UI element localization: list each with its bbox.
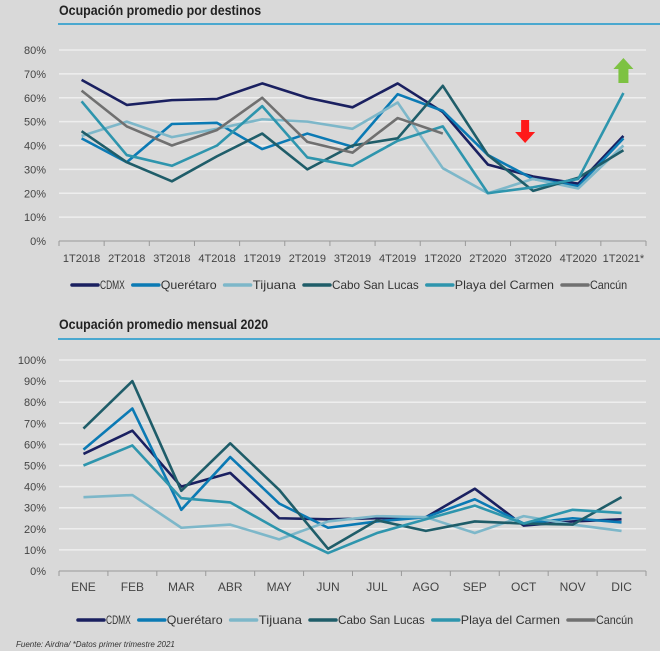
x-tick-label: FEB [121, 580, 144, 594]
x-tick-label: 4T2020 [560, 253, 597, 265]
title-rule [58, 338, 660, 340]
x-tick-label: OCT [511, 580, 537, 594]
legend-label: Querétaro [167, 613, 223, 627]
series-line-playa-del-carmen [82, 444, 622, 555]
x-tick-label: DIC [611, 580, 632, 594]
legend-label: Playa del Carmen [461, 613, 560, 627]
x-tick-label: MAY [267, 580, 292, 594]
x-tick-label: JUN [316, 580, 339, 594]
legend-label: Tijuana [259, 613, 303, 627]
chart-mensual: 0% 10% 20% 30% 40% 50% 60% 70% 80% 90% 100% ENE FEB M… [18, 355, 647, 627]
x-tick-label: 3T2019 [334, 253, 371, 265]
chart-title-destinos: Ocupación promedio por destinos [59, 3, 262, 18]
chart-title-mensual: Ocupación promedio mensual 2020 [59, 317, 269, 332]
y-tick-label: 90% [24, 376, 46, 388]
x-tick-label: 2T2018 [108, 253, 145, 265]
series-line-cabo-san-lucas [80, 84, 625, 193]
y-tick-label: 40% [24, 141, 46, 153]
x-tick-label: 4T2019 [379, 253, 416, 265]
x-tick-label: 2T2020 [469, 253, 506, 265]
y-tick-label: 100% [18, 355, 46, 367]
legend-label: Cancún [590, 278, 627, 292]
y-tick-label: 60% [24, 93, 46, 105]
y-tick-label: 0% [30, 236, 46, 248]
x-tick-label: 3T2020 [514, 253, 551, 265]
x-tick-label: 3T2018 [153, 253, 190, 265]
x-tick-label: ABR [218, 580, 243, 594]
legend-label: CDMX [100, 278, 125, 292]
legend-label: Cabo San Lucas [332, 278, 419, 292]
y-tick-label: 50% [24, 117, 46, 129]
y-tick-label: 80% [24, 397, 46, 409]
x-tick-label: AGO [413, 580, 440, 594]
y-tick-label: 30% [24, 503, 46, 515]
footer-source: Fuente: Airdna/ *Datos primer trimestre … [16, 640, 175, 649]
y-tick-label: 20% [24, 188, 46, 200]
legend-label: Cancún [596, 613, 633, 627]
legend-label: Querétaro [161, 278, 217, 292]
y-tick-label: 70% [24, 418, 46, 430]
x-tick-label: NOV [560, 580, 586, 594]
series-line-tijuana [83, 493, 622, 541]
x-tick-label: JUL [366, 580, 388, 594]
legend-label: Playa del Carmen [455, 278, 554, 292]
y-tick-label: 10% [24, 545, 46, 557]
x-tick-label: 4T2018 [198, 253, 235, 265]
y-tick-label: 10% [24, 212, 46, 224]
x-tick-label: 1T2019 [244, 253, 281, 265]
y-tick-label: 60% [24, 439, 46, 451]
series-line-cancún [80, 89, 444, 154]
title-rule [58, 23, 660, 25]
legend-label: Cabo San Lucas [338, 613, 425, 627]
series-line-playa-del-carmen [80, 92, 625, 195]
arrow-up-icon [613, 58, 634, 83]
series-line-cabo-san-lucas [82, 379, 623, 551]
x-tick-label: SEP [463, 580, 487, 594]
series-line-tijuana [81, 101, 625, 195]
y-tick-label: 70% [24, 69, 46, 81]
x-tick-label: 1T2021* [603, 253, 645, 265]
y-tick-label: 0% [30, 566, 46, 578]
x-tick-label: 1T2020 [424, 253, 461, 265]
legend-label: Tijuana [253, 278, 297, 292]
y-tick-label: 30% [24, 164, 46, 176]
y-tick-label: 50% [24, 461, 46, 473]
y-tick-label: 20% [24, 524, 46, 536]
y-tick-label: 40% [24, 482, 46, 494]
series-line-cdmx [80, 78, 625, 185]
x-tick-label: 1T2018 [63, 253, 100, 265]
chart-destinos: 0% 10% 20% 30% 40% 50% 60% 70% 80% 1T2018 2T2018 3T… [24, 45, 647, 292]
x-tick-label: MAR [168, 580, 195, 594]
x-tick-label: 2T2019 [289, 253, 326, 265]
legend-label: CDMX [106, 613, 131, 627]
y-tick-label: 80% [24, 45, 46, 57]
arrow-down-icon [515, 120, 536, 143]
x-tick-label: ENE [71, 580, 96, 594]
